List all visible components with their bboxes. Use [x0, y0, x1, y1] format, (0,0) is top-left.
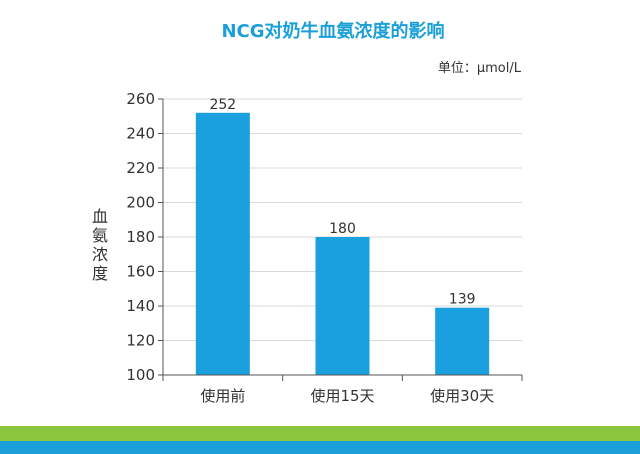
unit-label: 单位：µmol/L — [438, 61, 522, 76]
y-tick-label: 120 — [126, 332, 155, 350]
y-axis-label: 血氨浓度 — [92, 207, 108, 283]
y-tick-label: 260 — [126, 90, 155, 108]
bar-value-label: 252 — [209, 97, 236, 113]
y-axis-label-char: 浓 — [92, 245, 108, 264]
x-axis-ticks: 使用前 使用15天 使用30天 — [162, 375, 523, 405]
y-tick-label: 180 — [126, 228, 155, 246]
y-axis-ticks: 100 120 140 160 180 200 220 240 260 — [126, 90, 163, 384]
bar-chart: NCG对奶牛血氨浓度的影响 单位：µmol/L 血氨浓度 100 120 140 16… — [92, 20, 523, 405]
x-tick-label: 使用前 — [200, 387, 245, 405]
y-tick-label: 140 — [126, 297, 155, 315]
bar — [315, 237, 370, 375]
x-tick-label: 使用30天 — [430, 387, 494, 405]
y-axis-label-char: 度 — [92, 264, 108, 283]
footer-stripe-green — [0, 426, 640, 441]
bar-value-label: 139 — [449, 292, 476, 308]
y-axis-label-char: 血 — [92, 207, 108, 226]
chart-title: NCG对奶牛血氨浓度的影响 — [221, 20, 444, 42]
bars: 252 180 139 — [195, 97, 490, 376]
bar-value-label: 180 — [329, 221, 356, 237]
y-tick-label: 240 — [126, 125, 155, 143]
y-tick-label: 100 — [126, 366, 155, 384]
y-tick-label: 220 — [126, 159, 155, 177]
y-tick-label: 200 — [126, 194, 155, 212]
axes — [162, 99, 522, 376]
footer-stripe-blue — [0, 441, 640, 454]
y-tick-label: 160 — [126, 263, 155, 281]
x-tick-label: 使用15天 — [310, 387, 374, 405]
bar — [195, 112, 250, 376]
bar — [435, 307, 490, 375]
y-axis-label-char: 氨 — [92, 226, 108, 245]
